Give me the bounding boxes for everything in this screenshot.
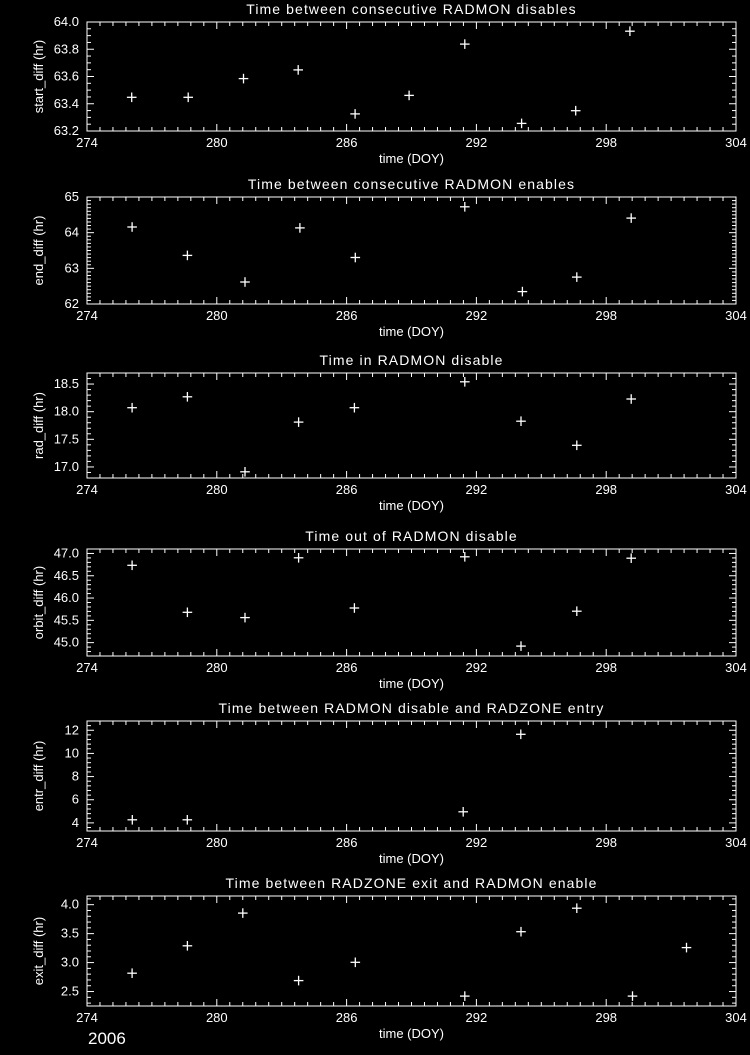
svg-text:18.5: 18.5 [54, 376, 79, 391]
svg-text:292: 292 [466, 660, 488, 675]
svg-text:46.5: 46.5 [54, 568, 79, 583]
svg-text:280: 280 [206, 135, 228, 150]
svg-text:start_diff (hr): start_diff (hr) [31, 40, 46, 113]
svg-text:Time between consecutive RADMO: Time between consecutive RADMON disables [246, 1, 577, 17]
svg-text:64: 64 [65, 225, 79, 240]
svg-text:280: 280 [206, 660, 228, 675]
svg-text:304: 304 [725, 660, 747, 675]
svg-text:6: 6 [72, 792, 79, 807]
svg-text:63.8: 63.8 [54, 41, 79, 56]
svg-text:3.0: 3.0 [61, 955, 79, 970]
svg-text:274: 274 [76, 1010, 98, 1025]
svg-text:274: 274 [76, 135, 98, 150]
svg-text:63.2: 63.2 [54, 123, 79, 138]
svg-text:280: 280 [206, 308, 228, 323]
svg-text:orbit_diff (hr): orbit_diff (hr) [31, 566, 46, 639]
svg-text:274: 274 [76, 835, 98, 850]
svg-text:3.5: 3.5 [61, 926, 79, 941]
svg-text:304: 304 [725, 308, 747, 323]
svg-text:Time between RADZONE exit and: Time between RADZONE exit and RADMON ena… [225, 875, 597, 891]
svg-text:Time between RADMON disable an: Time between RADMON disable and RADZONE … [219, 700, 605, 716]
svg-text:10: 10 [65, 745, 79, 760]
svg-text:rad_diff (hr): rad_diff (hr) [31, 392, 46, 459]
svg-text:298: 298 [595, 308, 617, 323]
svg-text:286: 286 [336, 308, 358, 323]
svg-text:18.0: 18.0 [54, 404, 79, 419]
svg-text:298: 298 [595, 660, 617, 675]
svg-text:entr_diff (hr): entr_diff (hr) [31, 741, 46, 812]
svg-text:304: 304 [725, 835, 747, 850]
svg-text:292: 292 [466, 135, 488, 150]
svg-text:4: 4 [72, 815, 79, 830]
svg-text:exit_diff (hr): exit_diff (hr) [31, 917, 46, 985]
svg-text:17.5: 17.5 [54, 431, 79, 446]
svg-text:17.0: 17.0 [54, 459, 79, 474]
svg-text:time (DOY): time (DOY) [379, 324, 444, 339]
svg-text:292: 292 [466, 482, 488, 497]
svg-text:45.5: 45.5 [54, 612, 79, 627]
svg-text:time (DOY): time (DOY) [379, 1026, 444, 1041]
svg-text:280: 280 [206, 835, 228, 850]
svg-text:298: 298 [595, 835, 617, 850]
svg-text:63.4: 63.4 [54, 96, 79, 111]
svg-text:12: 12 [65, 722, 79, 737]
svg-text:time (DOY): time (DOY) [379, 851, 444, 866]
svg-text:298: 298 [595, 1010, 617, 1025]
svg-text:286: 286 [336, 660, 358, 675]
svg-text:8: 8 [72, 769, 79, 784]
svg-text:45.0: 45.0 [54, 635, 79, 650]
svg-text:end_diff (hr): end_diff (hr) [31, 216, 46, 286]
svg-text:65: 65 [65, 189, 79, 204]
svg-text:274: 274 [76, 482, 98, 497]
svg-text:62: 62 [65, 296, 79, 311]
svg-text:280: 280 [206, 482, 228, 497]
svg-text:47.0: 47.0 [54, 545, 79, 560]
svg-text:286: 286 [336, 482, 358, 497]
svg-text:63: 63 [65, 260, 79, 275]
svg-text:Time between consecutive RADMO: Time between consecutive RADMON enables [248, 176, 575, 192]
svg-text:2.5: 2.5 [61, 984, 79, 999]
svg-text:2006: 2006 [88, 1029, 126, 1048]
svg-text:64.0: 64.0 [54, 14, 79, 29]
svg-text:Time out of RADMON disable: Time out of RADMON disable [305, 528, 517, 544]
svg-text:292: 292 [466, 1010, 488, 1025]
svg-text:time (DOY): time (DOY) [379, 676, 444, 691]
svg-text:274: 274 [76, 660, 98, 675]
svg-text:298: 298 [595, 482, 617, 497]
svg-text:time (DOY): time (DOY) [379, 498, 444, 513]
svg-text:292: 292 [466, 308, 488, 323]
svg-text:280: 280 [206, 1010, 228, 1025]
svg-text:304: 304 [725, 482, 747, 497]
svg-text:286: 286 [336, 835, 358, 850]
svg-text:286: 286 [336, 135, 358, 150]
svg-text:304: 304 [725, 135, 747, 150]
svg-text:274: 274 [76, 308, 98, 323]
svg-text:63.6: 63.6 [54, 69, 79, 84]
svg-text:Time in RADMON disable: Time in RADMON disable [320, 352, 504, 368]
svg-text:time (DOY): time (DOY) [379, 151, 444, 166]
svg-text:292: 292 [466, 835, 488, 850]
svg-text:286: 286 [336, 1010, 358, 1025]
svg-text:298: 298 [595, 135, 617, 150]
svg-text:46.0: 46.0 [54, 590, 79, 605]
svg-text:4.0: 4.0 [61, 897, 79, 912]
svg-text:304: 304 [725, 1010, 747, 1025]
